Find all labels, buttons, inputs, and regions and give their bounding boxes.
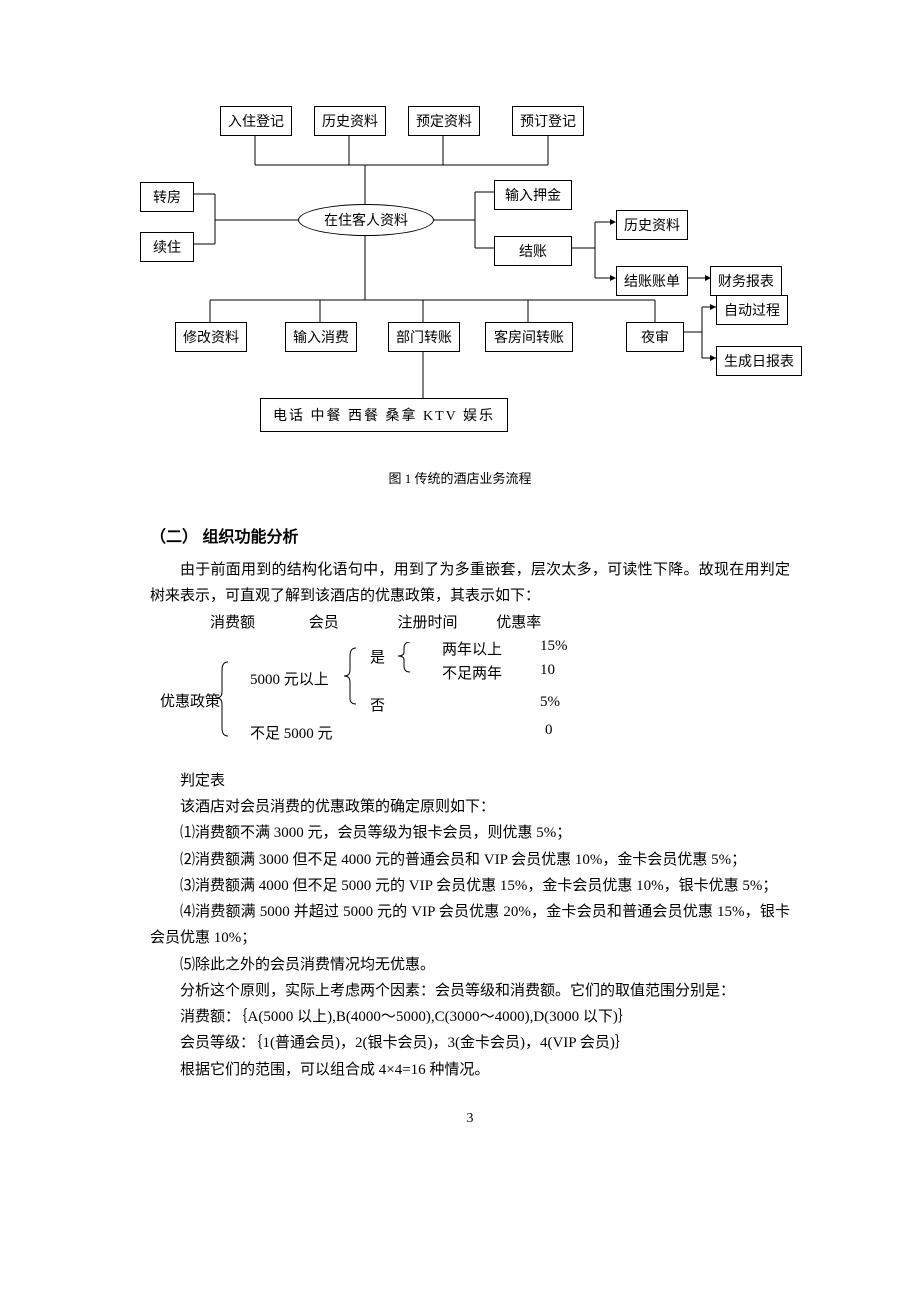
tree-branch2: 不足 5000 元 [250, 722, 333, 743]
tree-brackets [160, 642, 720, 762]
node-dept-transfer: 部门转账 [388, 322, 460, 352]
node-checkout: 结账 [494, 236, 572, 266]
tree-rate-5: 5% [540, 694, 560, 711]
level-range: 会员等级：｛1(普通会员)，2(银卡会员)，3(金卡会员)，4(VIP 会员)｝ [150, 1030, 790, 1056]
node-bill: 结账账单 [616, 266, 688, 296]
tree-root: 优惠政策 [160, 690, 220, 711]
rule-2: ⑵消费额满 3000 但不足 4000 元的普通会员和 VIP 会员优惠 10%… [150, 847, 790, 873]
node-auto: 自动过程 [716, 295, 788, 325]
para-intro: 由于前面用到的结构化语句中，用到了为多重嵌套，层次太多，可读性下降。故现在用判定… [150, 557, 790, 610]
node-transfer-room: 转房 [140, 182, 194, 212]
combo: 根据它们的范围，可以组合成 4×4=16 种情况。 [150, 1057, 790, 1083]
node-checkin: 入住登记 [220, 106, 292, 136]
tree-yes: 是 [370, 646, 385, 667]
tree-rate-15: 15% [540, 638, 568, 655]
node-history: 历史资料 [314, 106, 386, 136]
tree-no: 否 [370, 694, 385, 715]
tree-2yr-plus: 两年以上 [442, 638, 502, 659]
node-history2: 历史资料 [616, 210, 688, 240]
node-modify: 修改资料 [175, 322, 247, 352]
node-extend-stay: 续住 [140, 232, 194, 262]
tree-col-3: 注册时间 [368, 610, 463, 636]
tree-col-4: 优惠率 [466, 610, 541, 636]
decision-table-label: 判定表 [150, 768, 790, 794]
page-number: 3 [150, 1111, 790, 1127]
node-reserve-data: 预定资料 [408, 106, 480, 136]
rule-1: ⑴消费额不满 3000 元，会员等级为银卡会员，则优惠 5%； [150, 820, 790, 846]
analysis: 分析这个原则，实际上考虑两个因素：会员等级和消费额。它们的取值范围分别是： [150, 978, 790, 1004]
tree-header: 消费额 会员 注册时间 优惠率 [150, 610, 790, 636]
node-guest: 在住客人资料 [298, 204, 434, 236]
node-night-audit: 夜审 [626, 322, 684, 352]
flowchart: 入住登记 历史资料 预定资料 预订登记 转房 续住 在住客人资料 输入押金 结账… [120, 100, 800, 460]
rule-4: ⑷消费额满 5000 并超过 5000 元的 VIP 会员优惠 20%，金卡会员… [150, 899, 790, 952]
amount-range: 消费额：｛A(5000 以上),B(4000～5000),C(3000～4000… [150, 1004, 790, 1030]
tree-col-1: 消费额 [180, 610, 275, 636]
node-booking: 预订登记 [512, 106, 584, 136]
node-daily-report: 生成日报表 [716, 346, 802, 376]
decision-tree: 优惠政策 5000 元以上 是 否 两年以上 不足两年 15% 10 5% 不足… [160, 642, 720, 762]
rules-intro: 该酒店对会员消费的优惠政策的确定原则如下： [150, 794, 790, 820]
node-deposit: 输入押金 [494, 180, 572, 210]
rule-5: ⑸除此之外的会员消费情况均无优惠。 [150, 952, 790, 978]
tree-rate-10: 10 [540, 662, 555, 679]
tree-col-2: 会员 [279, 610, 364, 636]
rule-3: ⑶消费额满 4000 但不足 5000 元的 VIP 会员优惠 15%，金卡会员… [150, 873, 790, 899]
node-consume: 输入消费 [285, 322, 357, 352]
tree-rate-0: 0 [545, 722, 553, 739]
section-heading: （二） 组织功能分析 [150, 523, 790, 547]
page: 入住登记 历史资料 预定资料 预订登记 转房 续住 在住客人资料 输入押金 结账… [0, 0, 920, 1187]
tree-branch1: 5000 元以上 [250, 668, 329, 689]
flowchart-caption: 图 1 传统的酒店业务流程 [120, 468, 800, 487]
node-room-transfer: 客房间转账 [485, 322, 573, 352]
node-consume-items: 电话 中餐 西餐 桑拿 KTV 娱乐 [260, 398, 508, 432]
node-finance: 财务报表 [710, 266, 782, 296]
tree-2yr-less: 不足两年 [442, 662, 502, 683]
